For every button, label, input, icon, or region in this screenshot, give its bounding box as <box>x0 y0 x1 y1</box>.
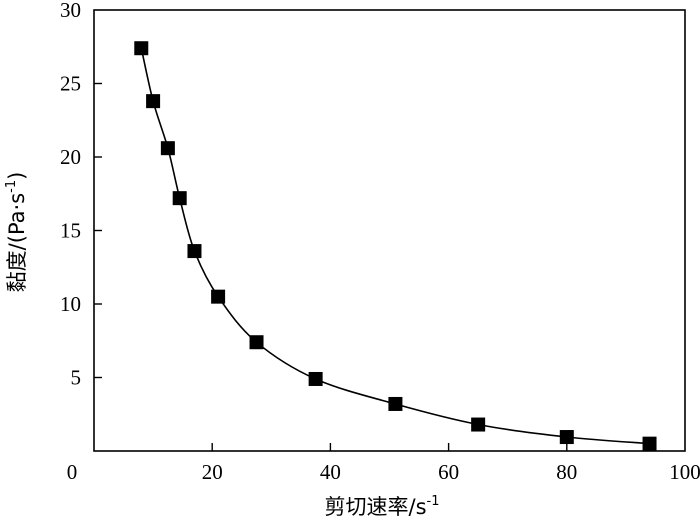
x-axis-title-sup: -1 <box>427 494 440 509</box>
data-point <box>172 191 187 206</box>
y-tick-label: 10 <box>60 292 81 316</box>
y-axis-title-close: ) <box>5 172 29 180</box>
y-axis-title: 黏度/(Pa·s-1) <box>4 172 29 293</box>
data-point <box>559 430 574 445</box>
data-point <box>249 335 264 350</box>
data-point <box>471 417 486 432</box>
y-tick-label: 20 <box>60 145 81 169</box>
plot-frame <box>93 9 686 452</box>
y-tick-label: 25 <box>60 72 81 96</box>
y-axis-title-text: 黏度/(Pa·s <box>5 193 29 292</box>
x-tick-label: 80 <box>556 460 577 484</box>
data-point <box>134 41 149 56</box>
data-point <box>642 436 657 451</box>
x-tick-label: 100 <box>669 460 700 484</box>
tick-labels: 0 20 40 60 80 100 5 10 15 20 25 30 <box>60 0 700 484</box>
data-point <box>187 244 202 259</box>
axis-ticks <box>94 82 568 451</box>
x-tick-label: 60 <box>438 460 459 484</box>
data-point <box>211 289 226 304</box>
x-axis-title: 剪切速率/s-1 <box>325 494 440 519</box>
series-line <box>140 48 650 445</box>
x-tick-label: 0 <box>67 460 78 484</box>
data-points <box>134 41 657 451</box>
y-tick-label: 5 <box>71 366 82 390</box>
data-point <box>308 371 323 386</box>
data-point <box>160 141 175 156</box>
x-axis-title-text: 剪切速率/s <box>325 495 427 519</box>
data-point <box>388 396 403 411</box>
x-tick-label: 20 <box>202 460 223 484</box>
x-tick-label: 40 <box>320 460 341 484</box>
data-point <box>146 94 161 109</box>
y-tick-label: 30 <box>60 0 81 22</box>
y-axis-title-sup: -1 <box>4 180 19 193</box>
y-tick-label: 15 <box>60 219 81 243</box>
